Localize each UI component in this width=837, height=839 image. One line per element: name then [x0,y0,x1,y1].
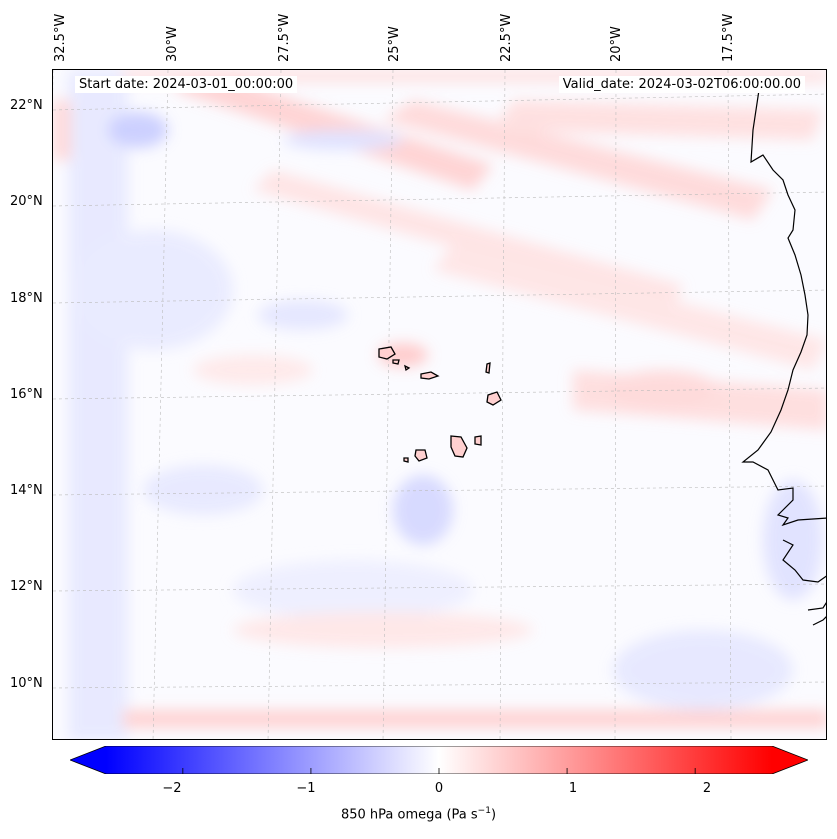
lon-label: 27.5°W [277,13,292,62]
lat-label: 12°N [10,579,43,594]
lat-label: 20°N [10,194,43,209]
valid-date: Valid_date: 2024-03-02T06:00:00.00 [558,76,805,93]
lon-label: 20°W [609,26,624,62]
colorbar-tick-label: 1 [568,781,578,796]
colorbar [68,745,810,775]
colorbar-title: 850 hPa omega (Pa s−1) [0,806,837,822]
lon-label: 32.5°W [53,13,68,62]
colorbar-tick-label: −2 [162,781,182,796]
cape-verde-islands [378,346,502,463]
lat-label: 16°N [10,387,43,402]
graticule [53,70,826,739]
lon-label: 17.5°W [721,13,736,62]
colorbar-tick-label: −1 [296,781,316,796]
colorbar-tick-label: 2 [702,781,712,796]
lat-label: 18°N [10,291,43,306]
lon-label: 30°W [165,26,180,62]
map-svg [53,70,826,739]
lat-label: 14°N [10,483,43,498]
lon-label: 25°W [387,26,402,62]
omega-map [52,69,827,740]
lat-label: 10°N [10,676,43,691]
omega-field [53,70,826,739]
lon-label: 22.5°W [499,13,514,62]
lat-label: 22°N [10,98,43,113]
colorbar-unit-exponent: −1 [477,806,491,816]
africa-coastline [741,89,826,626]
colorbar-tick-label: 0 [434,781,444,796]
colorbar-variable: 850 hPa omega (Pa s [340,807,478,823]
colorbar-svg [68,745,810,775]
colorbar-extend-max [772,746,808,774]
start-date: Start date: 2024-03-01_00:00:00 [75,76,298,93]
colorbar-unit-close: ) [490,807,497,823]
colorbar-extend-min [70,746,106,774]
